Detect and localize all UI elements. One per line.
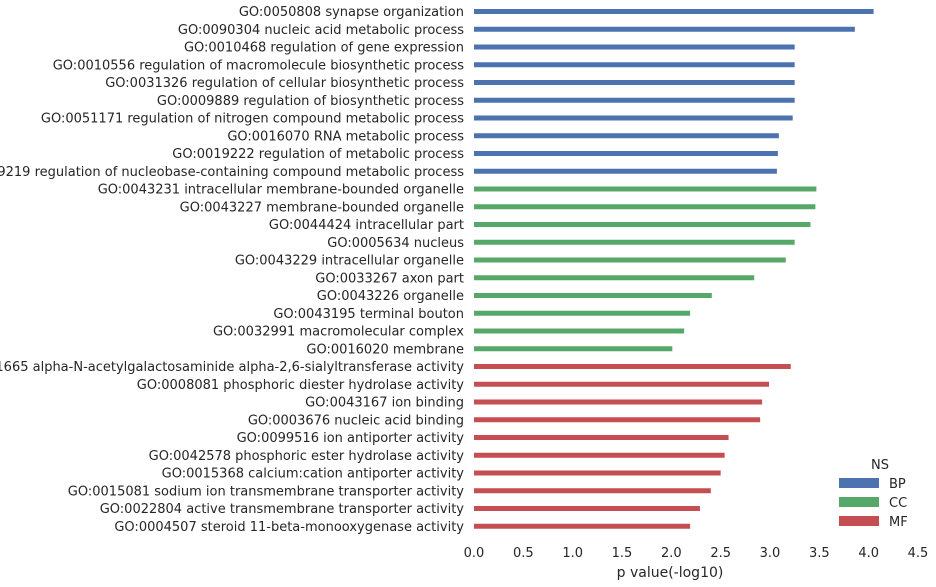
bar-mf [474,435,729,440]
x-tick-label: 0.0 [464,546,485,561]
legend: NS BP CC MF [839,458,908,530]
x-tick-label: 2.0 [661,546,682,561]
x-tick-label: 4.0 [858,546,879,561]
legend-label-mf: MF [889,515,908,530]
y-tick-label: GO:0022804 active transmembrane transpor… [100,502,465,517]
bar-mf [474,452,725,458]
y-tick-label: GO:0032991 macromolecular complex [213,325,464,340]
bar-bp [474,80,795,85]
bar-cc [474,328,685,334]
y-tick-label: GO:0015368 calcium:cation antiporter act… [162,467,465,482]
bar-cc [474,346,673,352]
y-tick-label: GO:0044424 intracellular part [269,218,464,233]
bar-mf [474,417,761,423]
x-tick-labels: 0.0 0.5 1.0 1.5 2.0 2.5 3.0 3.5 4.0 4.5 [464,546,929,561]
y-tick-label: GO:0050808 synapse organization [239,5,464,20]
bar-cc [474,204,816,210]
y-tick-labels: GO:0050808 synapse organization GO:009030… [0,5,464,535]
x-tick-label: 4.5 [908,546,929,561]
bar-bp [474,151,778,156]
bar-mf [474,381,770,387]
bars-layer [474,9,874,529]
y-tick-label: GO:0004507 steroid 11-beta-monooxygenase… [114,520,464,535]
bar-cc [474,293,712,298]
legend-swatch-mf [839,516,879,526]
y-tick-label: GO:0033267 axon part [315,271,464,286]
bar-bp [474,44,795,50]
bar-cc [474,275,755,281]
bar-bp [474,26,855,32]
bar-mf [474,364,791,369]
legend-title: NS [871,458,889,473]
y-tick-label: GO:0043227 membrane-bounded organelle [180,200,464,215]
y-tick-label: GO:0099516 ion antiporter activity [237,431,465,446]
y-tick-label: GO:0001665 alpha-N-acetylgalactosaminide… [0,360,464,375]
bar-bp [474,62,795,68]
y-tick-label: GO:0016070 RNA metabolic process [227,129,464,144]
x-tick-label: 3.0 [760,546,781,561]
x-tick-label: 1.0 [562,546,583,561]
y-tick-label: GO:0003676 nucleic acid binding [248,413,464,428]
legend-label-cc: CC [889,496,907,511]
x-tick-label: 1.5 [612,546,633,561]
bar-cc [474,239,795,245]
bar-bp [474,115,793,121]
y-tick-label: GO:0010556 regulation of macromolecule b… [53,58,464,73]
x-tick-label: 3.5 [809,546,830,561]
y-tick-label: GO:0005634 nucleus [327,236,464,251]
bar-bp [474,168,777,174]
bar-cc [474,222,811,227]
y-tick-label: GO:0043167 ion binding [305,396,464,411]
bar-mf [474,488,711,494]
y-tick-label: GO:0051171 regulation of nitrogen compou… [41,112,464,127]
y-tick-label: GO:0043226 organelle [317,289,464,304]
bar-mf [474,399,763,405]
bar-bp [474,97,795,103]
bar-mf [474,470,721,476]
y-tick-label: GO:0016020 membrane [306,342,464,357]
bar-cc [474,310,691,316]
y-tick-label: GO:0010468 regulation of gene expression [184,41,464,56]
bar-cc [474,257,786,263]
y-tick-label: GO:0008081 phosphoric diester hydrolase … [137,378,464,393]
bar-bp [474,133,779,139]
y-tick-label: GO:0009889 regulation of biosynthetic pr… [157,94,464,109]
legend-swatch-cc [839,497,879,507]
y-tick-label: GO:0043231 intracellular membrane-bounde… [98,183,464,198]
x-axis-label: p value(-log10) [617,565,724,581]
bar-mf [474,506,700,511]
x-tick-label: 0.5 [513,546,534,561]
legend-label-bp: BP [889,477,906,492]
legend-swatch-bp [839,478,879,488]
y-tick-label: GO:0043229 intracellular organelle [235,254,464,269]
bar-bp [474,9,874,14]
y-tick-label: GO:0019222 regulation of metabolic proce… [172,147,464,162]
bar-mf [474,523,691,529]
y-tick-label: GO:0019219 regulation of nucleobase-cont… [0,165,464,180]
x-tick-label: 2.5 [710,546,731,561]
y-tick-label: GO:0031326 regulation of cellular biosyn… [105,76,464,91]
y-tick-label: GO:0043195 terminal bouton [273,307,464,322]
y-tick-label: GO:0015081 sodium ion transmembrane tran… [68,484,464,499]
y-tick-label: GO:0042578 phosphoric ester hydrolase ac… [149,449,465,464]
y-tick-label: GO:0090304 nucleic acid metabolic proces… [178,23,464,38]
bar-cc [474,186,817,192]
